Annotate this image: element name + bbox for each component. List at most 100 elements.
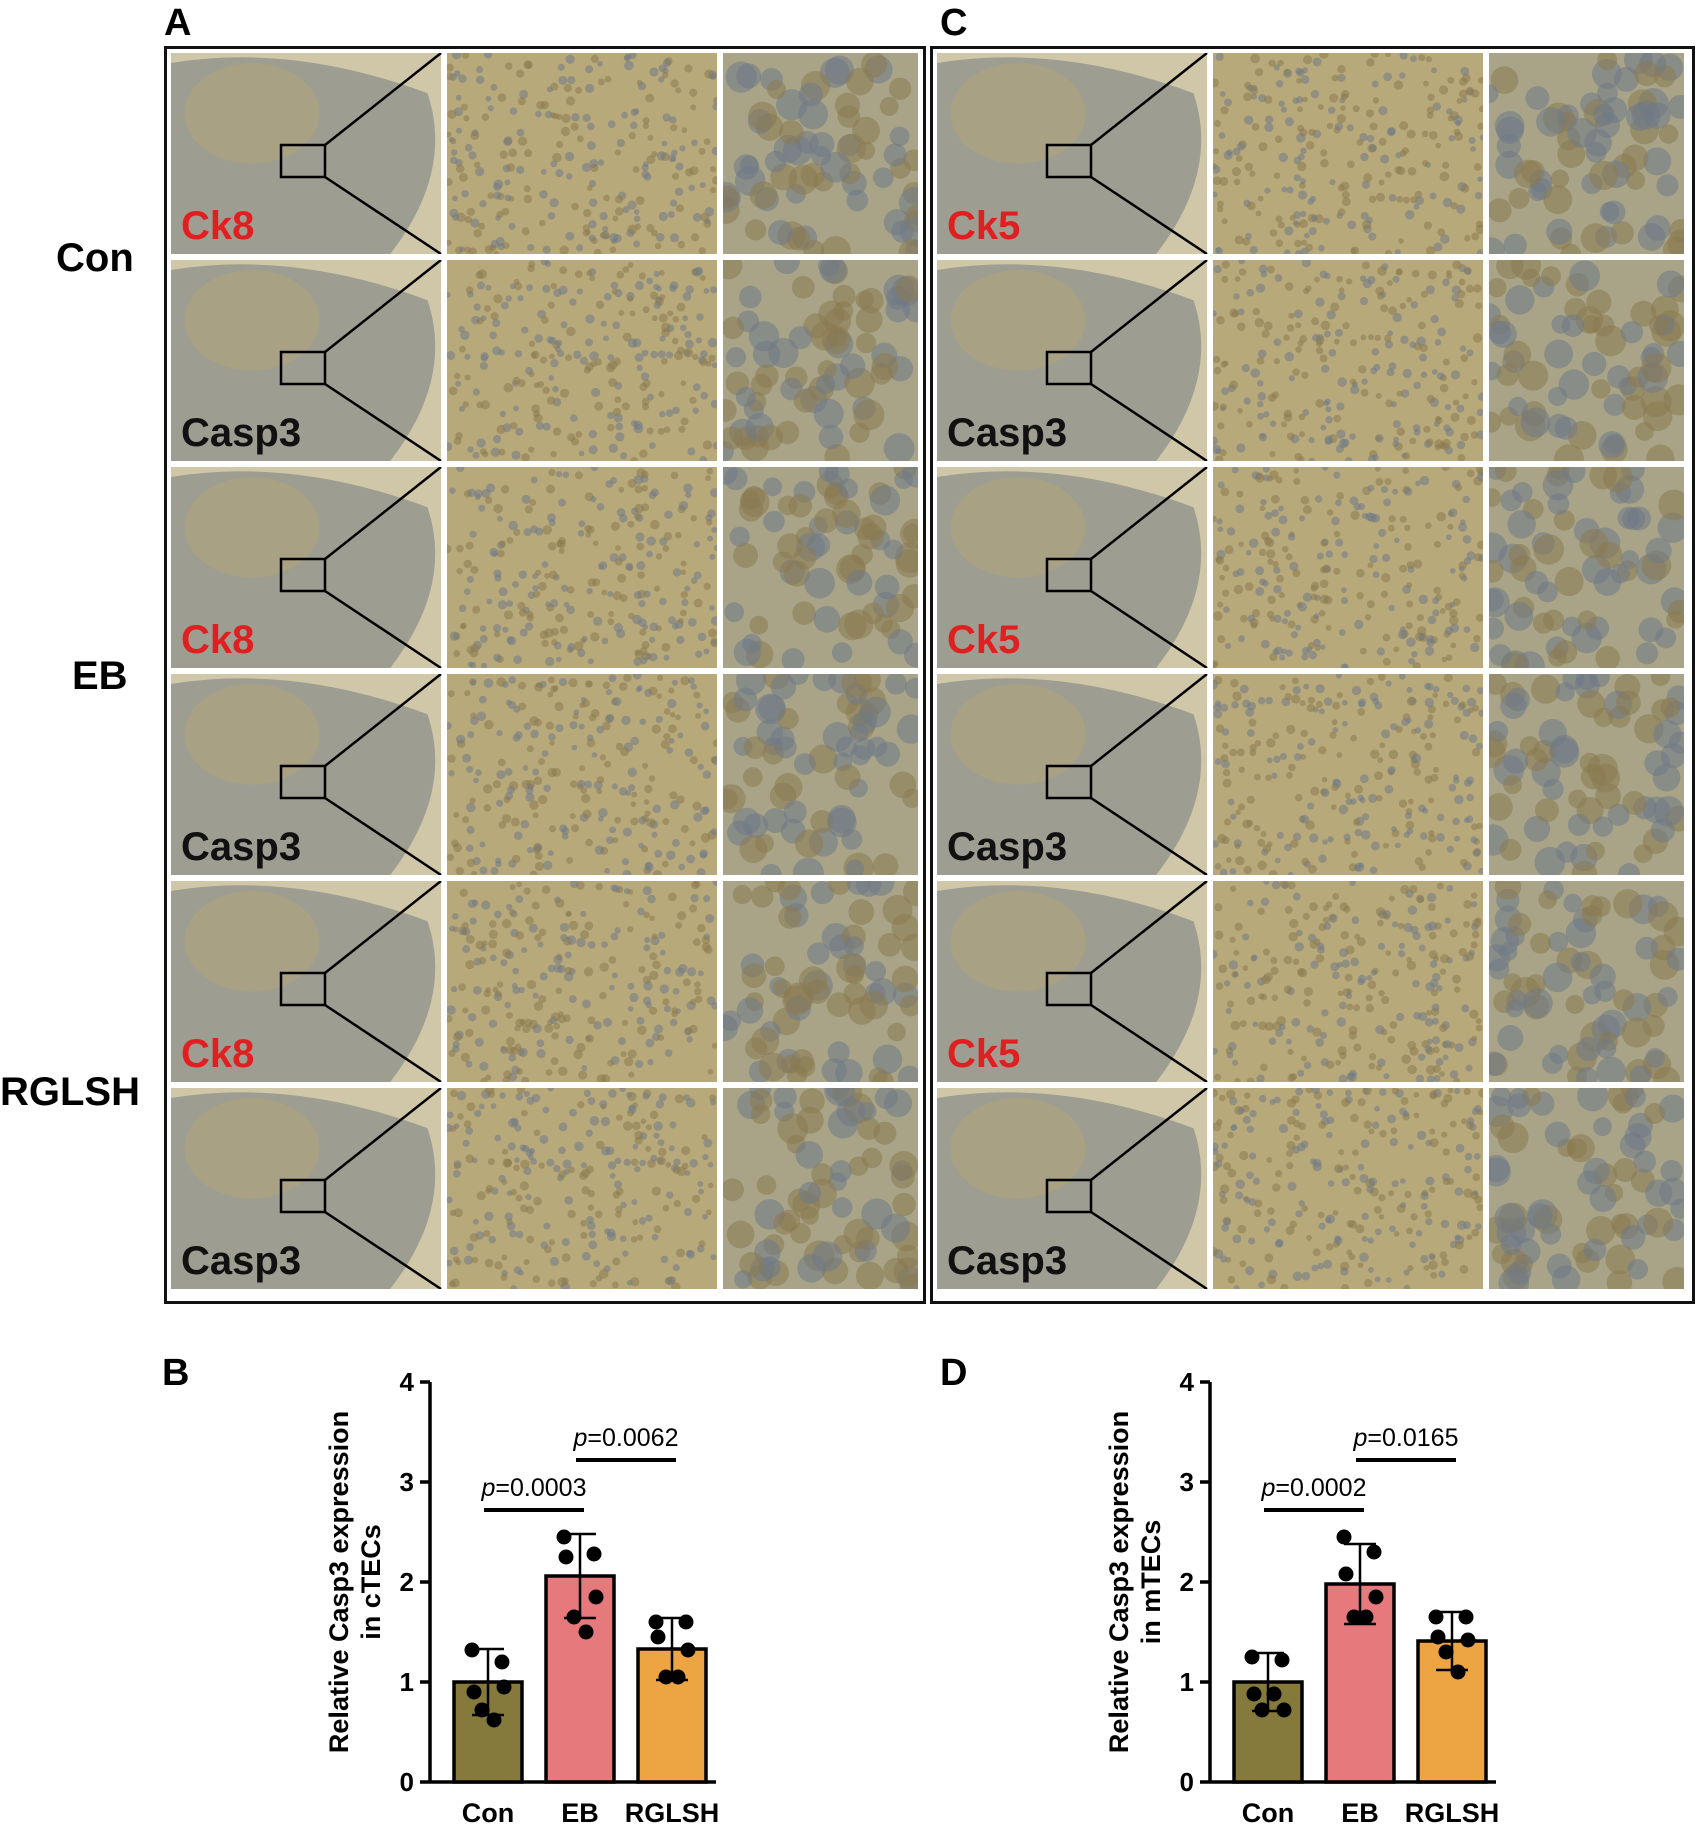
stain-label: Ck5: [947, 1032, 1021, 1076]
y-axis-label: Relative Casp3 expression: [324, 1411, 354, 1753]
group-label-eb: EB: [72, 654, 128, 698]
micrograph-high-zoom: [1489, 674, 1684, 875]
micrograph-high-zoom: [1489, 53, 1684, 254]
micrograph-zoom: [1213, 674, 1483, 875]
y-tick-label: 2: [400, 1567, 414, 1597]
stain-label: Casp3: [947, 825, 1068, 869]
zoom-indicator: [1045, 881, 1208, 1082]
stain-label: Ck8: [181, 618, 255, 662]
micrograph-zoom: [1213, 467, 1483, 668]
data-point: [556, 1529, 572, 1545]
y-axis-label-line2: in cTECs: [356, 1524, 386, 1640]
bar: [1324, 1582, 1396, 1784]
data-point: [1358, 1609, 1374, 1625]
data-point: [588, 1589, 604, 1605]
data-point: [1336, 1529, 1352, 1545]
panel-letter-d: D: [940, 1352, 968, 1394]
micrograph-zoom: [1213, 1088, 1483, 1289]
stain-label: Casp3: [181, 1239, 302, 1283]
y-tick-label: 4: [1180, 1367, 1195, 1397]
y-tick-label: 1: [1180, 1667, 1194, 1697]
group-label-rglsh: RGLSH: [0, 1070, 140, 1114]
data-point: [496, 1679, 512, 1695]
data-point: [1366, 1544, 1382, 1560]
data-point: [1274, 1652, 1290, 1668]
micrograph-high-zoom: [723, 674, 918, 875]
data-point: [1458, 1609, 1474, 1625]
data-point: [466, 1684, 482, 1700]
bar-chart-d: Relative Casp3 expression in mTECs 0 1 2 3 4 Co…: [1104, 1367, 1500, 1828]
y-tick-label: 1: [400, 1667, 414, 1697]
data-point: [1244, 1649, 1260, 1665]
data-point: [1438, 1644, 1454, 1660]
bar-chart-b: Relative Casp3 expression in cTECs 0 1 2 3 4 Co…: [324, 1367, 720, 1828]
data-point: [680, 1642, 696, 1658]
micrograph-zoom: [447, 674, 717, 875]
stain-label: Casp3: [181, 825, 302, 869]
micrograph-high-zoom: [1489, 881, 1684, 1082]
bar: [452, 1680, 524, 1784]
y-tick-label: 4: [400, 1367, 415, 1397]
stain-label: Ck8: [181, 204, 255, 248]
data-point: [494, 1654, 510, 1670]
panel-letter-c: C: [940, 2, 968, 44]
micrograph-overview: [171, 260, 441, 461]
micrograph-high-zoom: [1489, 260, 1684, 461]
zoom-indicator: [279, 260, 442, 461]
stain-label: Ck5: [947, 618, 1021, 662]
data-point: [464, 1642, 480, 1658]
data-point: [1246, 1686, 1262, 1702]
x-tick-label: EB: [561, 1798, 599, 1828]
micrograph-overview: [937, 53, 1207, 254]
data-point: [1254, 1702, 1270, 1718]
y-axis-label-line2: in mTECs: [1136, 1520, 1166, 1645]
data-point: [486, 1712, 502, 1728]
group-label-con: Con: [56, 236, 134, 280]
data-point: [586, 1546, 602, 1562]
micrograph-zoom: [447, 467, 717, 668]
data-point: [1460, 1632, 1476, 1648]
p-value-label: p=0.0062: [573, 1424, 679, 1452]
micrograph-high-zoom: [1489, 467, 1684, 668]
stain-label: Ck5: [947, 204, 1021, 248]
p-value-label: p=0.0003: [481, 1474, 587, 1502]
zoom-indicator: [279, 1088, 442, 1289]
data-point: [1428, 1609, 1444, 1625]
panel-letter-a: A: [164, 2, 192, 44]
micrograph-high-zoom: [723, 1088, 918, 1289]
data-point: [474, 1702, 490, 1718]
micrograph-high-zoom: [723, 260, 918, 461]
micrograph-zoom: [1213, 260, 1483, 461]
micrograph-high-zoom: [723, 881, 918, 1082]
micrograph-zoom: [1213, 881, 1483, 1082]
zoom-indicator: [279, 881, 442, 1082]
data-point: [658, 1669, 674, 1685]
stain-label: Casp3: [947, 411, 1068, 455]
zoom-indicator: [1045, 53, 1208, 254]
stain-label: Casp3: [947, 1239, 1068, 1283]
zoom-indicator: [279, 467, 442, 668]
zoom-indicator: [1045, 467, 1208, 668]
y-tick-label: 2: [1180, 1567, 1194, 1597]
data-point: [578, 1624, 594, 1640]
data-point: [566, 1609, 582, 1625]
stain-label: Ck8: [181, 1032, 255, 1076]
data-point: [1276, 1702, 1292, 1718]
micrograph-overview: [171, 674, 441, 875]
data-point: [1430, 1629, 1446, 1645]
panel-letter-b: B: [162, 1352, 190, 1394]
zoom-indicator: [1045, 1088, 1208, 1289]
y-tick-label: 0: [1180, 1767, 1194, 1797]
zoom-indicator: [279, 674, 442, 875]
micrograph-zoom: [447, 260, 717, 461]
zoom-indicator: [279, 53, 442, 254]
zoom-indicator: [1045, 674, 1208, 875]
data-point: [558, 1549, 574, 1565]
micrograph-high-zoom: [723, 467, 918, 668]
p-value-label: p=0.0165: [1353, 1424, 1459, 1452]
x-tick-label: RGLSH: [1405, 1798, 1500, 1828]
x-tick-label: RGLSH: [625, 1798, 720, 1828]
micrograph-zoom: [447, 1088, 717, 1289]
micrograph-zoom: [447, 53, 717, 254]
data-point: [648, 1614, 664, 1630]
